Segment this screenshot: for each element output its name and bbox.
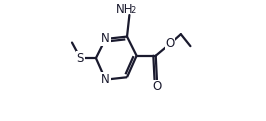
Text: N: N (101, 73, 110, 86)
Text: NH: NH (116, 3, 133, 16)
Text: O: O (152, 80, 161, 93)
Text: S: S (77, 52, 84, 65)
Text: O: O (165, 37, 175, 50)
Text: N: N (101, 32, 110, 45)
Text: 2: 2 (130, 6, 136, 15)
